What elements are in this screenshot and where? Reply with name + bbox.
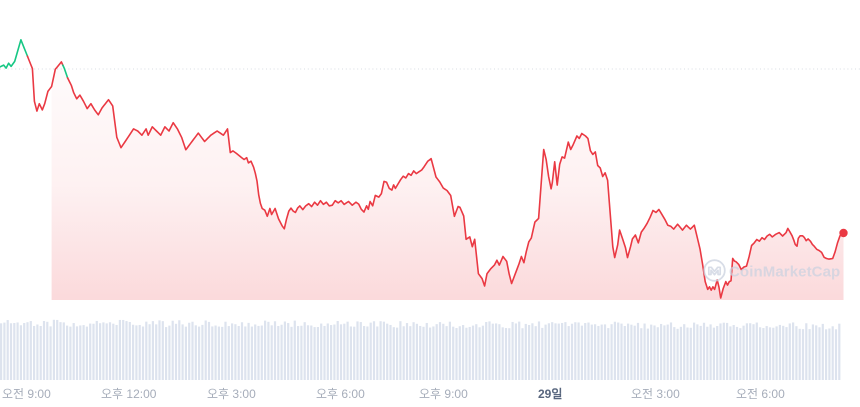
svg-text:CoinMarketCap: CoinMarketCap <box>729 264 840 281</box>
